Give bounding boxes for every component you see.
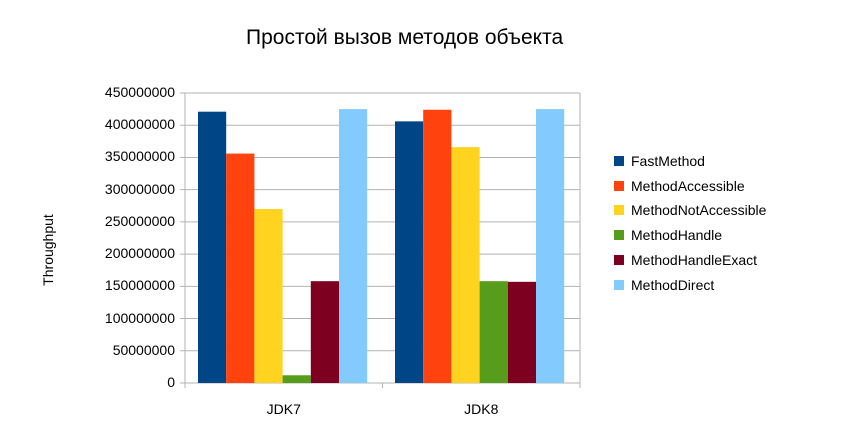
y-tick-label: 350000000 — [104, 148, 175, 165]
bar-MethodHandle-JDK7 — [282, 375, 311, 383]
legend-swatch-icon — [614, 254, 624, 265]
y-tick-label: 250000000 — [104, 212, 175, 229]
y-tick-label: 400000000 — [104, 116, 175, 133]
bar-MethodHandleExact-JDK7 — [310, 281, 339, 383]
legend-label: FastMethod — [631, 153, 705, 169]
y-tick-label: 300000000 — [104, 180, 175, 197]
legend-item: FastMethod — [614, 153, 705, 169]
legend-label: MethodHandleExact — [631, 251, 758, 268]
y-tick-label: 100000000 — [104, 309, 175, 326]
legend-swatch-icon — [614, 230, 624, 241]
y-tick-label: 200000000 — [104, 245, 175, 262]
legend-label: MethodNotAccessible — [631, 202, 767, 219]
legend-swatch-icon — [614, 205, 624, 216]
bar-MethodDirect-JDK7 — [339, 109, 368, 383]
bar-MethodHandleExact-JDK8 — [507, 281, 536, 383]
chart-title-text: Простой вызов методов объекта — [246, 26, 564, 49]
y-tick-label: 0 — [167, 374, 175, 390]
legend-item: MethodHandle — [614, 227, 722, 243]
x-tick-label: JDK8 — [464, 401, 499, 417]
legend-label: MethodAccessible — [631, 177, 745, 194]
legend-swatch-icon — [614, 156, 624, 166]
y-tick-label: 50000000 — [112, 341, 175, 358]
legend-label: MethodDirect — [631, 276, 715, 293]
legend-item: MethodHandleExact — [614, 252, 757, 268]
legend-item: MethodAccessible — [614, 178, 745, 194]
bar-MethodNotAccessible-JDK8 — [451, 147, 480, 383]
bar-MethodAccessible-JDK7 — [226, 153, 255, 383]
bar-FastMethod-JDK7 — [198, 111, 227, 383]
y-tick-label: 450000000 — [104, 84, 175, 100]
legend-label: MethodHandle — [631, 227, 723, 244]
bar-MethodHandle-JDK8 — [479, 281, 508, 383]
legend-swatch-icon — [614, 180, 624, 191]
bar-MethodAccessible-JDK8 — [423, 109, 452, 383]
bar-FastMethod-JDK8 — [395, 121, 424, 383]
bar-MethodNotAccessible-JDK7 — [254, 209, 283, 383]
legend-item: MethodDirect — [614, 277, 714, 293]
x-tick-label: JDK7 — [266, 401, 301, 417]
bar-MethodDirect-JDK8 — [536, 109, 565, 383]
legend-item: MethodNotAccessible — [614, 202, 766, 218]
legend-swatch-icon — [614, 279, 624, 290]
y-tick-label: 150000000 — [104, 277, 175, 294]
